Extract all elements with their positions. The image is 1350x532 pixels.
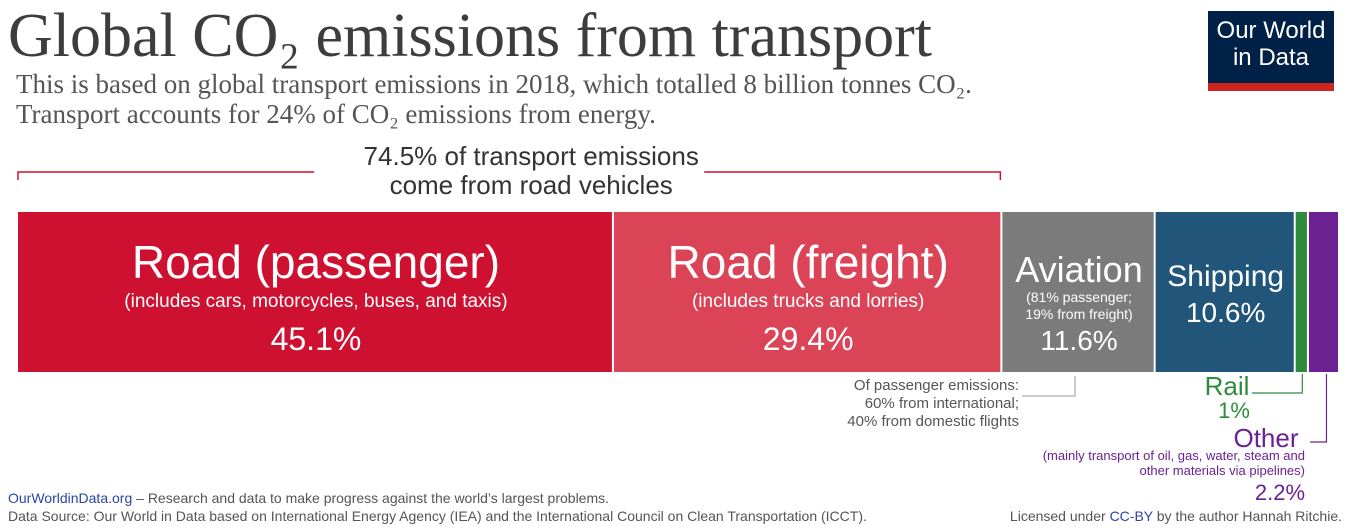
license-prefix: Licensed under	[1009, 508, 1110, 524]
logo-line-2: in Data	[1232, 44, 1310, 71]
other-connector	[1310, 374, 1328, 443]
category-label-road-passenger: Road (passenger)	[132, 236, 500, 288]
segment-road-passenger	[18, 212, 612, 372]
segment-shipping	[1155, 212, 1294, 372]
segment-other	[1308, 212, 1338, 372]
aviation-note-connector	[1022, 376, 1076, 397]
category-description-other-2: other materials via pipelines)	[1140, 463, 1305, 478]
footer-tagline: – Research and data to make progress aga…	[132, 490, 610, 506]
bracket-line-left	[17, 171, 315, 180]
category-description-aviation: (81% passenger;	[1026, 289, 1132, 305]
category-description-road-passenger: (includes cars, motorcycles, buses, and …	[124, 291, 507, 312]
site-link[interactable]: OurWorldinData.org	[8, 490, 133, 506]
license-row: Licensed under CC-BY by the author Hanna…	[1010, 508, 1342, 524]
segment-aviation	[1002, 212, 1154, 372]
owid-logo[interactable]: Our World in Data	[1208, 11, 1334, 91]
value-label-road-passenger: 45.1%	[271, 321, 362, 357]
license-suffix: by the author Hannah Ritchie.	[1152, 508, 1342, 524]
value-label-aviation: 11.6%	[1040, 325, 1117, 356]
aviation-note-line-1: Of passenger emissions:	[854, 377, 1019, 394]
category-description-other: (mainly transport of oil, gas, water, st…	[1043, 448, 1305, 463]
value-label-rail: 1%	[1218, 398, 1250, 423]
category-description-aviation-2: 19% from freight)	[1025, 306, 1132, 322]
chart-subtitle-line-1: This is based on global transport emissi…	[16, 69, 972, 99]
license-link[interactable]: CC-BY	[1109, 508, 1153, 524]
aviation-note-line-3: 40% from domestic flights	[847, 413, 1019, 430]
value-label-other: 2.2%	[1255, 480, 1305, 505]
category-description-road-freight: (includes trucks and lorries)	[692, 291, 924, 312]
chart-title: Global CO₂ emissions from transport	[8, 2, 932, 70]
rail-connector	[1252, 374, 1303, 394]
aviation-note-line-2: 60% from international;	[865, 395, 1019, 412]
bracket-annotation-line-1: 74.5% of transport emissions	[364, 141, 699, 171]
logo-line-1: Our World	[1216, 17, 1326, 44]
bracket-line-right	[704, 171, 1002, 180]
category-label-road-freight: Road (freight)	[668, 236, 949, 288]
category-label-aviation: Aviation	[1015, 249, 1142, 290]
data-source: Data Source: Our World in Data based on …	[8, 508, 867, 524]
category-label-shipping: Shipping	[1167, 260, 1284, 293]
segment-rail	[1295, 212, 1307, 372]
segment-road-freight	[613, 212, 1001, 372]
chart-subtitle-line-2: Transport accounts for 24% of CO₂ emissi…	[16, 99, 656, 129]
bracket-annotation-line-2: come from road vehicles	[390, 170, 673, 200]
category-label-rail: Rail	[1205, 371, 1250, 401]
value-label-road-freight: 29.4%	[763, 321, 854, 357]
footer-tagline-row: OurWorldinData.org – Research and data t…	[8, 490, 609, 506]
category-label-other: Other	[1233, 423, 1298, 453]
value-label-shipping: 10.6%	[1186, 297, 1265, 328]
